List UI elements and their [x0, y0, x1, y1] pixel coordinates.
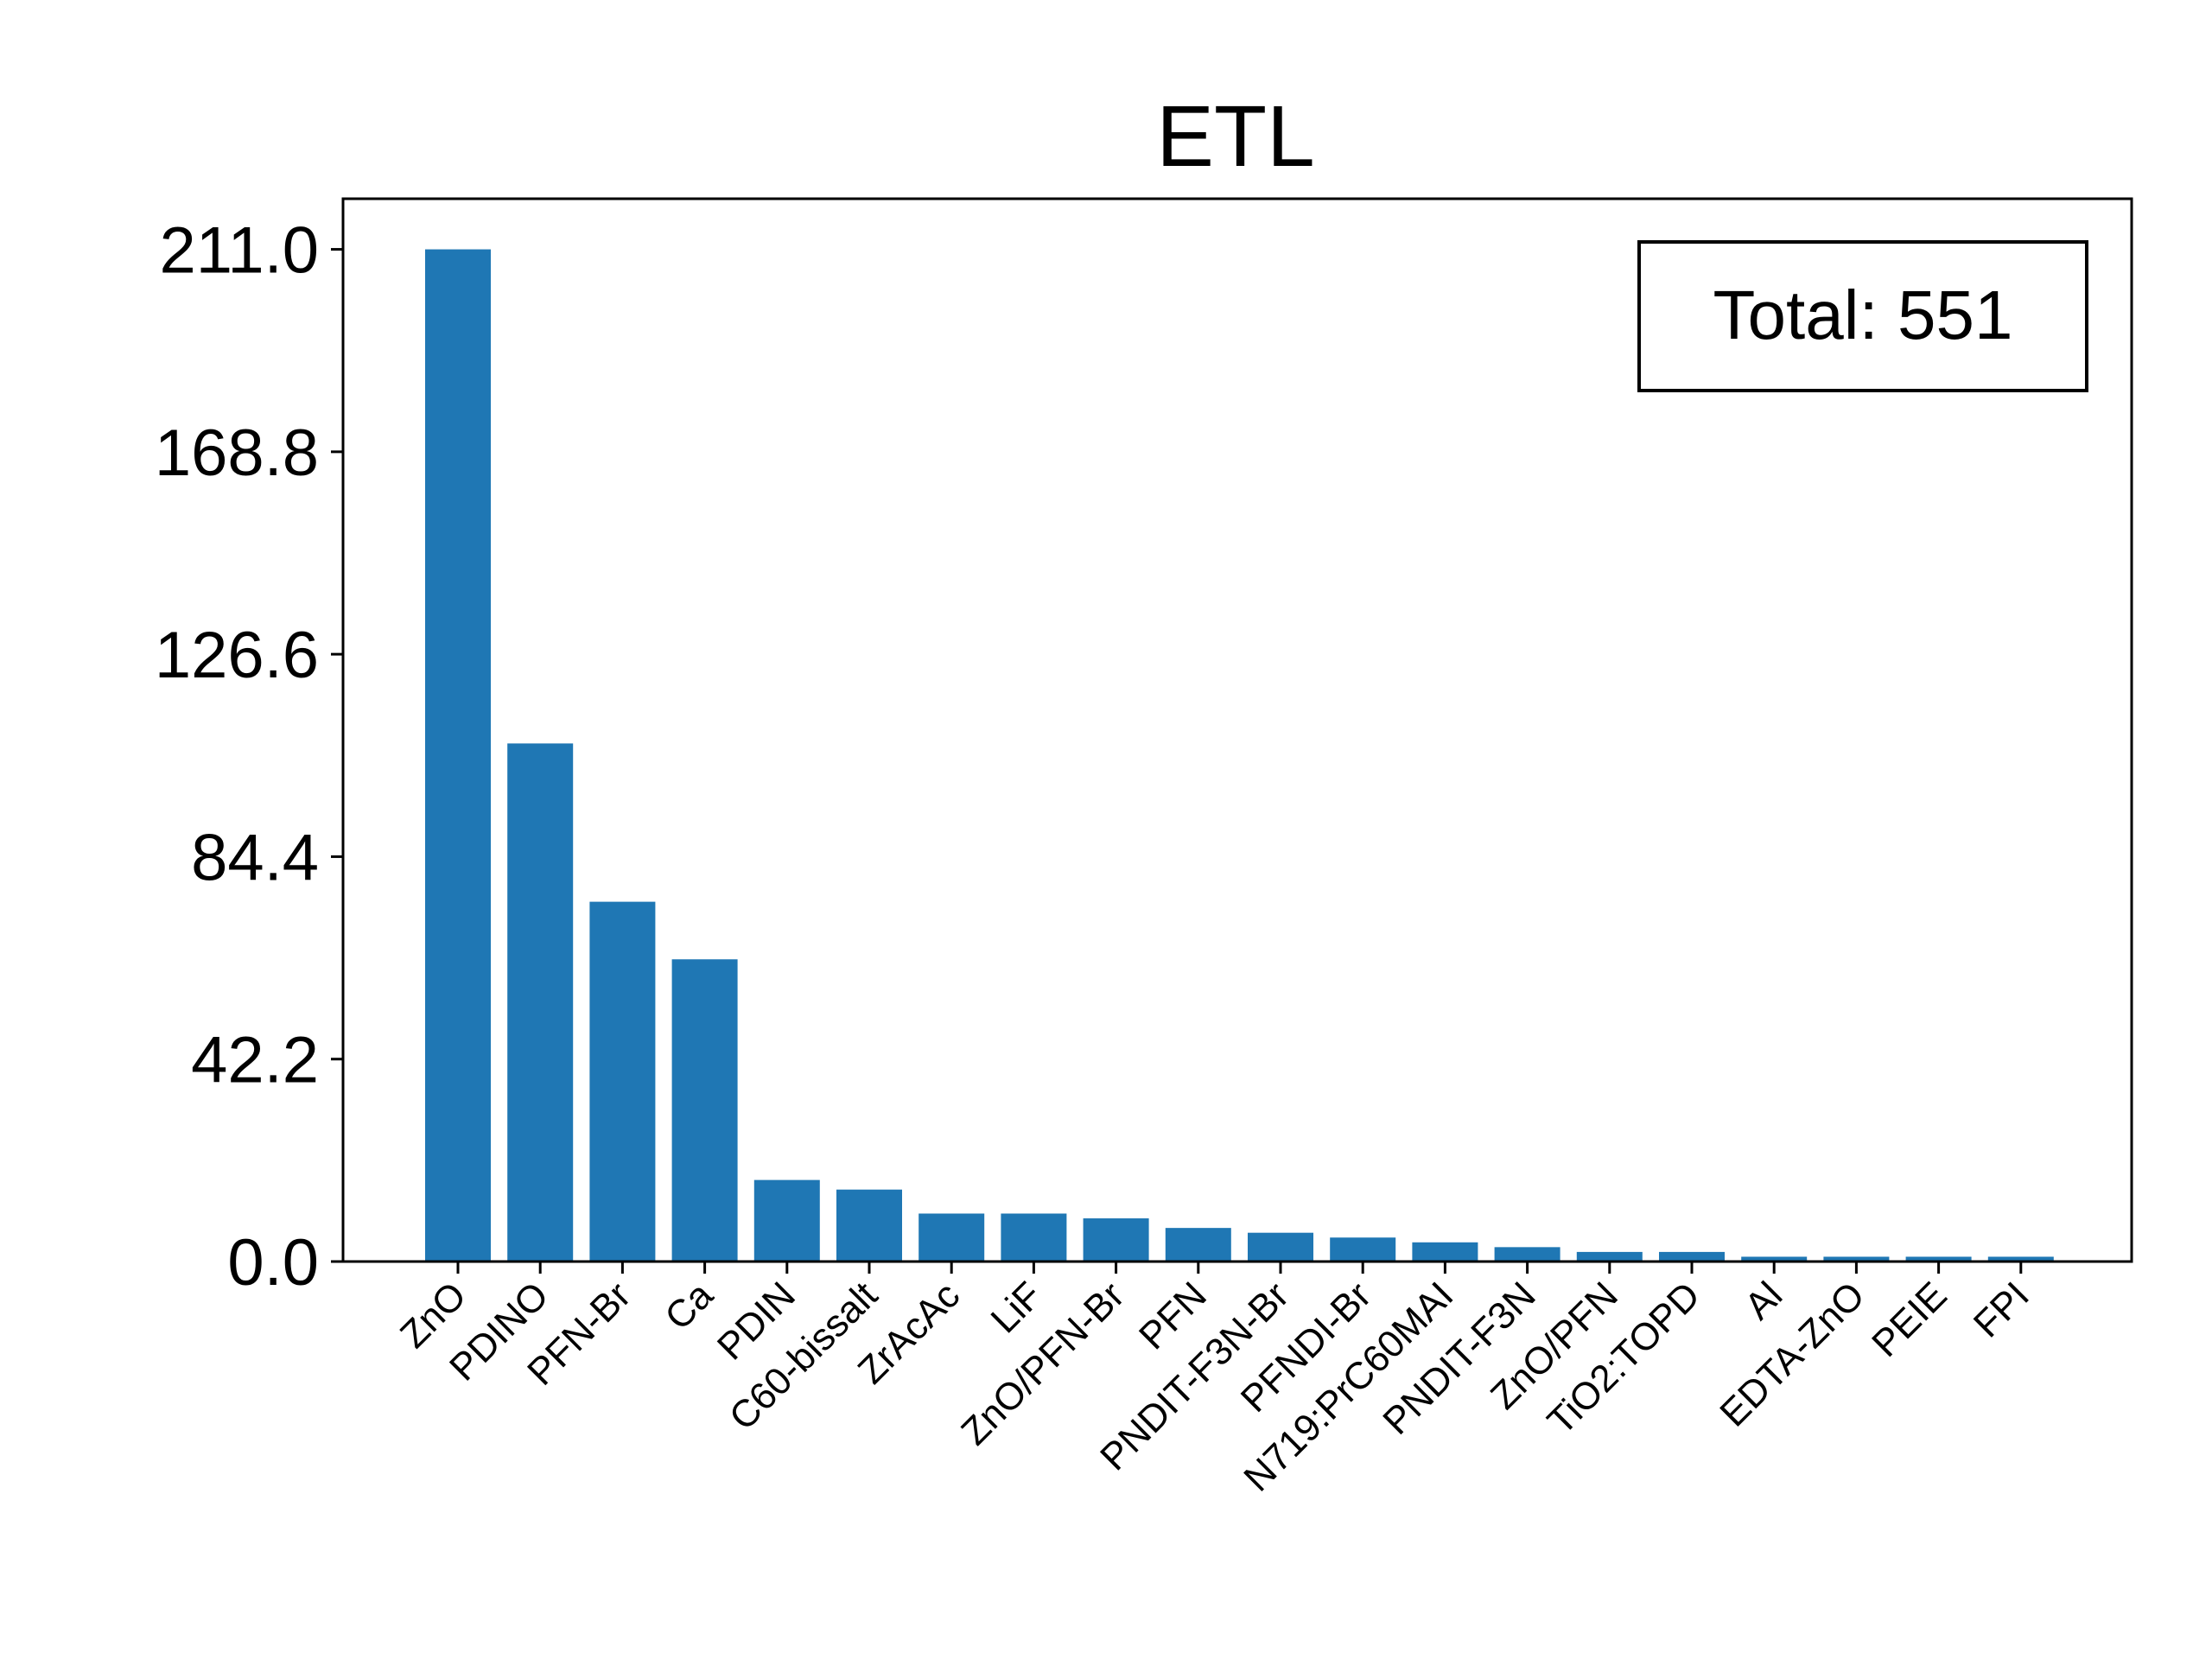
bar-pfn [1165, 1228, 1231, 1262]
bar-pfndi-br [1330, 1237, 1396, 1262]
bar-al [1741, 1256, 1808, 1262]
bar-lif [1001, 1213, 1067, 1262]
bar-pndit-f3n [1494, 1247, 1560, 1262]
bar-zracac [918, 1213, 985, 1262]
bar-c60-bissalt [836, 1189, 902, 1262]
plot-frame [341, 197, 2133, 1263]
bar-tio2-topd [1659, 1251, 1725, 1262]
total-annotation-box [1637, 240, 2088, 392]
x-tick-label: LiF [983, 1274, 1051, 1341]
y-tick-label: 211.0 [159, 214, 319, 288]
bar-pdin [753, 1179, 820, 1262]
bar-n719-prc60mai [1412, 1242, 1478, 1262]
bar-pndit-f3n-br [1248, 1232, 1313, 1262]
bar-zno-pfn [1576, 1251, 1643, 1262]
x-tick-label: Ca [657, 1274, 721, 1338]
x-tick-label: Al [1737, 1274, 1790, 1327]
x-tick-label: PEIE [1864, 1274, 1955, 1365]
bar-fpi [1987, 1256, 2054, 1262]
bar-pdino [507, 743, 574, 1262]
total-annotation-text: Total: 551 [1713, 276, 2013, 353]
x-tick-label: FPI [1966, 1274, 2037, 1345]
y-tick-label: 126.6 [155, 619, 319, 692]
bar-ca [671, 959, 738, 1262]
total-annotation: Total: 551 [1637, 240, 2088, 392]
y-tick-label: 0.0 [227, 1226, 319, 1300]
bars [425, 249, 2054, 1262]
y-tick-label: 42.2 [191, 1024, 319, 1097]
bar-zno-pfn-br [1083, 1218, 1149, 1262]
bar-edta-zno [1823, 1256, 1890, 1262]
y-axis: 0.0 42.2 84.4 126.6 168.8 211.0 [155, 214, 343, 1300]
chart-title: ETL [1156, 88, 1314, 185]
y-tick-label: 168.8 [155, 416, 319, 490]
y-tick-label: 84.4 [191, 821, 319, 894]
bar-zno [425, 249, 491, 1262]
bar-peie [1905, 1256, 1972, 1262]
bar-pfn-br [589, 901, 656, 1262]
